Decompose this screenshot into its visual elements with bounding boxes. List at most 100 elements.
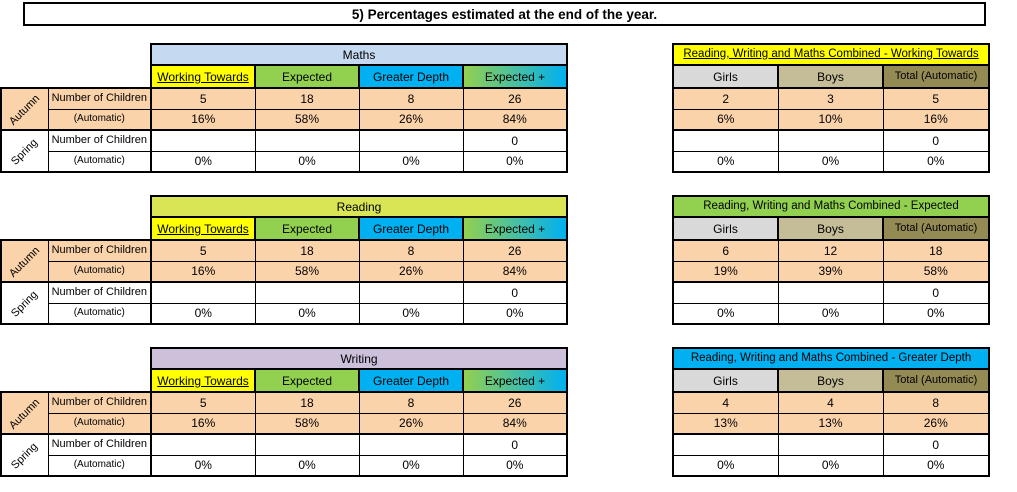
cell[interactable]: 10% bbox=[777, 108, 884, 131]
cell[interactable]: 0% bbox=[882, 302, 990, 325]
season-label-autumn: Autumn bbox=[0, 391, 49, 435]
cell[interactable]: 12 bbox=[777, 239, 884, 262]
cell[interactable]: 0 bbox=[462, 129, 568, 152]
cell[interactable] bbox=[358, 433, 464, 456]
cell[interactable]: 0 bbox=[882, 129, 991, 152]
cell[interactable]: 4 bbox=[672, 391, 779, 414]
cell[interactable]: 3 bbox=[777, 87, 884, 110]
cell[interactable]: 0% bbox=[672, 150, 779, 173]
cell[interactable]: 0% bbox=[777, 150, 884, 173]
cell[interactable]: 0% bbox=[462, 150, 568, 173]
cell[interactable]: 0% bbox=[358, 454, 464, 477]
cell[interactable] bbox=[254, 433, 360, 456]
cell[interactable]: 5 bbox=[150, 87, 256, 110]
cell[interactable] bbox=[150, 433, 256, 456]
cell[interactable]: 0% bbox=[882, 454, 991, 477]
cell[interactable]: 13% bbox=[672, 412, 779, 435]
cell[interactable]: 0% bbox=[150, 302, 256, 325]
col-header-total-automatic: Total (Automatic) bbox=[882, 216, 990, 241]
col-header-boys: Boys bbox=[777, 216, 884, 241]
cell[interactable]: 39% bbox=[777, 260, 884, 283]
cell[interactable]: 0 bbox=[882, 281, 990, 304]
cell[interactable]: 0% bbox=[777, 454, 884, 477]
cell[interactable] bbox=[672, 129, 779, 152]
cell[interactable]: 18 bbox=[254, 87, 360, 110]
col-header-boys: Boys bbox=[777, 64, 884, 89]
col-header-greater-depth: Greater Depth bbox=[358, 216, 464, 241]
writing-table: Writing Working Towards Expected Greater… bbox=[0, 347, 568, 477]
col-header-expected-plus: Expected + bbox=[462, 64, 568, 89]
cell[interactable] bbox=[777, 129, 884, 152]
col-header-total-automatic: Total (Automatic) bbox=[881, 64, 991, 89]
cell[interactable] bbox=[777, 281, 884, 304]
season-label-text: Spring bbox=[8, 136, 40, 168]
cell[interactable]: 2 bbox=[672, 87, 779, 110]
cell[interactable]: 16% bbox=[150, 412, 256, 435]
cell[interactable]: 0% bbox=[358, 302, 464, 325]
cell[interactable]: 8 bbox=[358, 87, 464, 110]
cell[interactable]: 8 bbox=[882, 391, 991, 414]
cell[interactable]: 58% bbox=[254, 412, 360, 435]
cell[interactable]: 0% bbox=[150, 150, 256, 173]
spacer bbox=[1, 65, 151, 88]
cell[interactable]: 0% bbox=[462, 454, 568, 477]
row-label-number-of-children: Number of Children bbox=[47, 239, 152, 262]
cell[interactable]: 6% bbox=[672, 108, 779, 131]
cell[interactable] bbox=[254, 281, 360, 304]
cell[interactable]: 26% bbox=[882, 412, 991, 435]
col-header-expected-plus: Expected + bbox=[461, 216, 569, 241]
cell[interactable]: 0% bbox=[254, 150, 360, 173]
cell[interactable]: 26 bbox=[462, 87, 568, 110]
cell[interactable]: 8 bbox=[358, 239, 464, 262]
cell[interactable] bbox=[672, 433, 779, 456]
cell[interactable]: 0 bbox=[462, 281, 569, 304]
cell[interactable]: 13% bbox=[777, 412, 884, 435]
cell[interactable]: 0% bbox=[777, 302, 884, 325]
cell[interactable]: 84% bbox=[462, 108, 568, 131]
cell[interactable]: 5 bbox=[882, 87, 991, 110]
cell[interactable]: 84% bbox=[462, 412, 568, 435]
cell[interactable]: 6 bbox=[672, 239, 779, 262]
cell[interactable] bbox=[358, 129, 464, 152]
cell[interactable]: 0 bbox=[882, 433, 991, 456]
cell[interactable]: 0% bbox=[150, 454, 256, 477]
cell[interactable] bbox=[672, 281, 779, 304]
cell[interactable]: 5 bbox=[150, 391, 256, 414]
col-header-girls: Girls bbox=[672, 368, 779, 393]
cell[interactable]: 0% bbox=[672, 302, 779, 325]
cell[interactable]: 0% bbox=[358, 150, 464, 173]
cell[interactable]: 5 bbox=[150, 239, 256, 262]
cell[interactable]: 26 bbox=[462, 391, 568, 414]
col-header-working-towards: Working Towards bbox=[150, 64, 256, 89]
cell[interactable] bbox=[777, 433, 884, 456]
cell[interactable]: 58% bbox=[254, 260, 360, 283]
cell[interactable]: 19% bbox=[672, 260, 779, 283]
cell[interactable]: 18 bbox=[254, 239, 360, 262]
cell[interactable]: 0% bbox=[254, 302, 360, 325]
cell[interactable] bbox=[150, 129, 256, 152]
cell[interactable]: 0% bbox=[882, 150, 991, 173]
cell[interactable]: 0% bbox=[672, 454, 779, 477]
cell[interactable]: 18 bbox=[882, 239, 990, 262]
cell[interactable]: 26% bbox=[358, 260, 464, 283]
cell[interactable]: 16% bbox=[150, 108, 256, 131]
cell[interactable]: 0 bbox=[462, 433, 568, 456]
cell[interactable] bbox=[254, 129, 360, 152]
cell[interactable]: 18 bbox=[254, 391, 360, 414]
cell[interactable]: 8 bbox=[358, 391, 464, 414]
cell[interactable]: 16% bbox=[882, 108, 991, 131]
cell[interactable]: 0% bbox=[462, 302, 569, 325]
cell[interactable]: 0% bbox=[254, 454, 360, 477]
cell[interactable]: 58% bbox=[882, 260, 990, 283]
cell[interactable]: 26 bbox=[462, 239, 569, 262]
cell[interactable] bbox=[150, 281, 256, 304]
cell[interactable]: 84% bbox=[462, 260, 569, 283]
cell[interactable]: 26% bbox=[358, 108, 464, 131]
cell[interactable]: 16% bbox=[150, 260, 256, 283]
col-header-total-automatic: Total (Automatic) bbox=[881, 368, 991, 393]
cell[interactable]: 58% bbox=[254, 108, 360, 131]
cell[interactable] bbox=[358, 281, 464, 304]
cell[interactable]: 4 bbox=[777, 391, 884, 414]
cell[interactable]: 26% bbox=[358, 412, 464, 435]
maths-table: Maths Working Towards Expected Greater D… bbox=[0, 43, 568, 173]
